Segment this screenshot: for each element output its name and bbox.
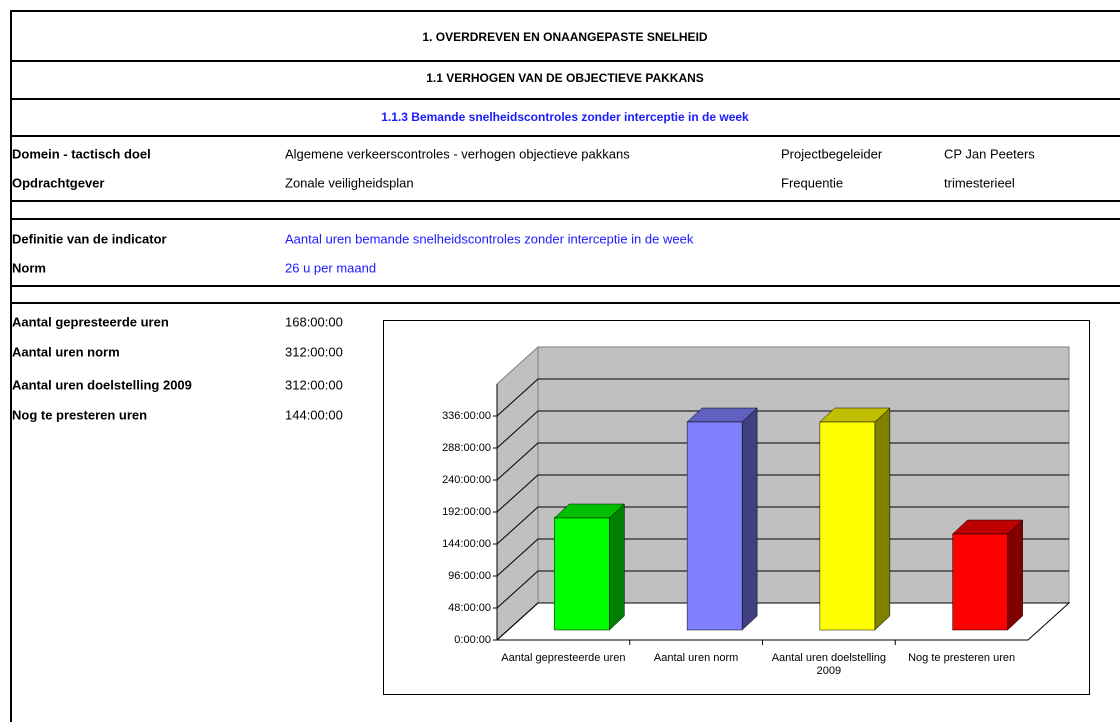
y-tick-label: 240:00:00 [442,474,491,486]
grid-line [496,570,1069,609]
grid-line [496,506,1069,545]
label: Opdrachtgever [12,175,105,191]
grid-line [496,602,1069,641]
bar-side [609,503,625,631]
value: 26 u per maand [285,260,377,276]
bar-side [741,407,758,631]
label: Frequentie [781,175,844,191]
bar [952,533,1008,631]
y-tick-label: 192:00:00 [442,506,491,518]
label: Aantal uren doelstelling 2009 [12,377,192,393]
value: 144:00:00 [285,407,343,423]
y-tick-label: 336:00:00 [442,410,491,422]
rule [10,60,1120,62]
label: Norm [12,260,46,276]
grid-line [496,474,1069,513]
rule [10,10,1120,12]
rule [10,200,1120,202]
y-tick-label: 96:00:00 [448,570,491,582]
value: trimesterieel [944,175,1015,191]
rule [10,302,1120,304]
y-tick-label: 48:00:00 [448,602,491,614]
subtitle: 1.1 VERHOGEN VAN DE OBJECTIEVE PAKKANS [426,71,704,85]
label: Aantal uren norm [12,344,120,360]
grid-line [496,442,1069,481]
section: 1.1.3 Bemande snelheidscontroles zonder … [381,110,749,124]
x-tick-label: Aantal gepresteerde uren [501,652,626,664]
value: CP Jan Peeters [944,146,1035,162]
value: 312:00:00 [285,344,343,360]
bar-side [874,407,891,631]
y-tick-label: 0:00:00 [454,634,491,646]
value: Zonale veiligheidsplan [285,175,414,191]
chart-frame [383,320,1090,695]
x-tick-label: Aantal uren doelstelling 2009 [771,652,887,677]
x-tick-label: Nog te presteren uren [908,652,1016,664]
y-tick-label: 288:00:00 [442,442,491,454]
rule [10,218,1120,220]
grid-line [496,538,1069,577]
x-tick-label: Aantal uren norm [653,652,739,664]
bar [554,517,610,631]
label: Projectbegeleider [781,146,883,162]
label: Definitie van de indicator [12,231,167,247]
bar [819,421,876,631]
label: Aantal gepresteerde uren [12,314,169,330]
label: Domein - tactisch doel [12,146,151,162]
bar-side [1007,519,1023,631]
rule [10,135,1120,137]
rule [10,98,1120,100]
y-tick-label: 144:00:00 [442,538,491,550]
value: Aantal uren bemande snelheidscontroles z… [285,231,694,247]
label: Nog te presteren uren [12,407,148,423]
value: 168:00:00 [285,314,343,330]
value: 312:00:00 [285,377,343,393]
left-border [10,10,12,722]
value: Algemene verkeerscontroles - verhogen ob… [285,146,630,162]
grid-line [496,378,1069,417]
grid-line [496,410,1069,449]
bar [686,421,743,631]
title: 1. OVERDREVEN EN ONAANGEPASTE SNELHEID [422,30,708,44]
rule [10,285,1120,287]
